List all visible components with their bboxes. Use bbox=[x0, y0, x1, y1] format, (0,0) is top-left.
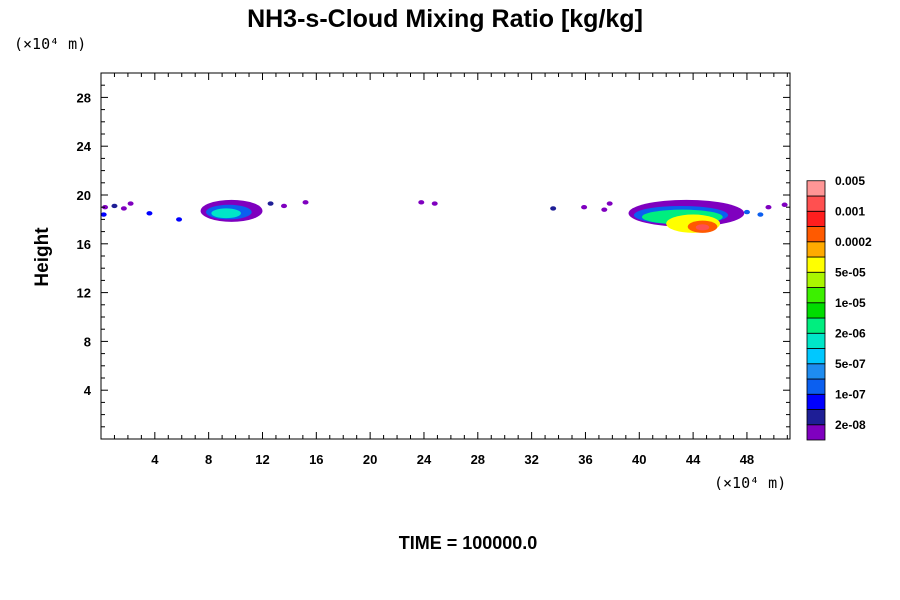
colorbar-swatch bbox=[806, 210, 826, 227]
x-tick-label: 32 bbox=[524, 452, 538, 467]
contour-region-8 bbox=[695, 224, 710, 231]
x-tick-label: 36 bbox=[578, 452, 592, 467]
contour-speck-3 bbox=[100, 212, 107, 217]
contour-speck-18 bbox=[765, 205, 772, 210]
y-axis-label: Height bbox=[32, 227, 53, 287]
contour-region-2 bbox=[211, 208, 241, 219]
contour-speck-6 bbox=[176, 217, 183, 222]
y-axis-unit: (×10⁴ m) bbox=[14, 35, 86, 53]
x-tick-label: 44 bbox=[686, 452, 701, 467]
x-tick-label: 20 bbox=[363, 452, 377, 467]
colorbar-label: 2e-08 bbox=[835, 418, 866, 432]
y-tick-label: 28 bbox=[77, 90, 91, 105]
colorbar-swatch bbox=[806, 409, 826, 426]
contour-speck-14 bbox=[601, 207, 608, 212]
colorbar-label: 2e-06 bbox=[835, 326, 866, 340]
colorbar-swatch bbox=[806, 287, 826, 304]
colorbar-label: 5e-07 bbox=[835, 357, 866, 371]
contour-speck-11 bbox=[431, 201, 438, 206]
colorbar-swatch bbox=[806, 256, 826, 273]
colorbar-label: 0.0002 bbox=[835, 235, 872, 249]
colorbar-swatch bbox=[806, 241, 826, 258]
colorbar-label: 0.001 bbox=[835, 204, 865, 218]
colorbar-swatch bbox=[806, 317, 826, 334]
colorbar-swatch bbox=[806, 302, 826, 319]
contour-speck-5 bbox=[146, 211, 153, 216]
y-tick-label: 12 bbox=[77, 286, 91, 301]
plot-fields bbox=[100, 199, 788, 233]
contour-speck-15 bbox=[606, 201, 613, 206]
y-tick-label: 4 bbox=[84, 383, 92, 398]
contour-speck-0 bbox=[102, 205, 109, 210]
colorbar-label: 5e-05 bbox=[835, 265, 866, 279]
colorbar: 2e-08 1e-07 5e-07 2e-06 1e-05 5e-05 0.0002 0.00… bbox=[806, 174, 872, 441]
contour-speck-4 bbox=[127, 201, 134, 206]
chart-title: NH3-s-Cloud Mixing Ratio [kg/kg] bbox=[247, 5, 643, 33]
colorbar-swatch bbox=[806, 271, 826, 288]
y-tick-label: 20 bbox=[77, 188, 91, 203]
colorbar-swatch bbox=[806, 348, 826, 365]
contour-speck-1 bbox=[111, 203, 118, 209]
y-tick-label: 8 bbox=[84, 334, 91, 349]
y-axis-ticks: 4 8 12 16 20 24 28 bbox=[77, 84, 790, 428]
contour-speck-2 bbox=[120, 206, 127, 211]
contour-speck-16 bbox=[743, 209, 750, 215]
contour-speck-17 bbox=[757, 212, 764, 217]
x-tick-label: 48 bbox=[740, 452, 754, 467]
x-tick-label: 28 bbox=[471, 452, 485, 467]
contour-speck-10 bbox=[418, 200, 425, 205]
contour-speck-13 bbox=[581, 205, 588, 210]
colorbar-label: 1e-07 bbox=[835, 387, 866, 401]
x-tick-label: 12 bbox=[255, 452, 269, 467]
contour-speck-12 bbox=[550, 206, 557, 211]
contour-speck-7 bbox=[267, 201, 274, 206]
x-tick-label: 24 bbox=[417, 452, 432, 467]
plot-frame bbox=[100, 72, 791, 440]
colorbar-swatch bbox=[806, 424, 826, 441]
y-tick-label: 16 bbox=[77, 237, 91, 252]
colorbar-label: 1e-05 bbox=[835, 296, 866, 310]
contour-speck-9 bbox=[302, 200, 309, 205]
colorbar-swatch bbox=[806, 332, 826, 349]
x-axis-unit: (×10⁴ m) bbox=[714, 474, 786, 492]
contour-speck-19 bbox=[781, 202, 788, 207]
x-tick-label: 16 bbox=[309, 452, 323, 467]
x-tick-label: 8 bbox=[205, 452, 212, 467]
colorbar-swatch bbox=[806, 378, 826, 395]
time-label: TIME = 100000.0 bbox=[399, 533, 538, 553]
contour-speck-8 bbox=[281, 203, 288, 209]
colorbar-swatch bbox=[806, 363, 826, 380]
colorbar-swatch bbox=[806, 226, 826, 243]
x-tick-label: 4 bbox=[151, 452, 159, 467]
colorbar-swatch bbox=[806, 393, 826, 410]
x-tick-label: 40 bbox=[632, 452, 646, 467]
y-tick-label: 24 bbox=[77, 139, 92, 154]
colorbar-label: 0.005 bbox=[835, 174, 865, 188]
x-axis-ticks: 4 8 12 16 20 24 28 32 36 40 44 48 bbox=[113, 73, 788, 467]
colorbar-swatch bbox=[806, 180, 826, 197]
colorbar-swatch bbox=[806, 195, 826, 212]
